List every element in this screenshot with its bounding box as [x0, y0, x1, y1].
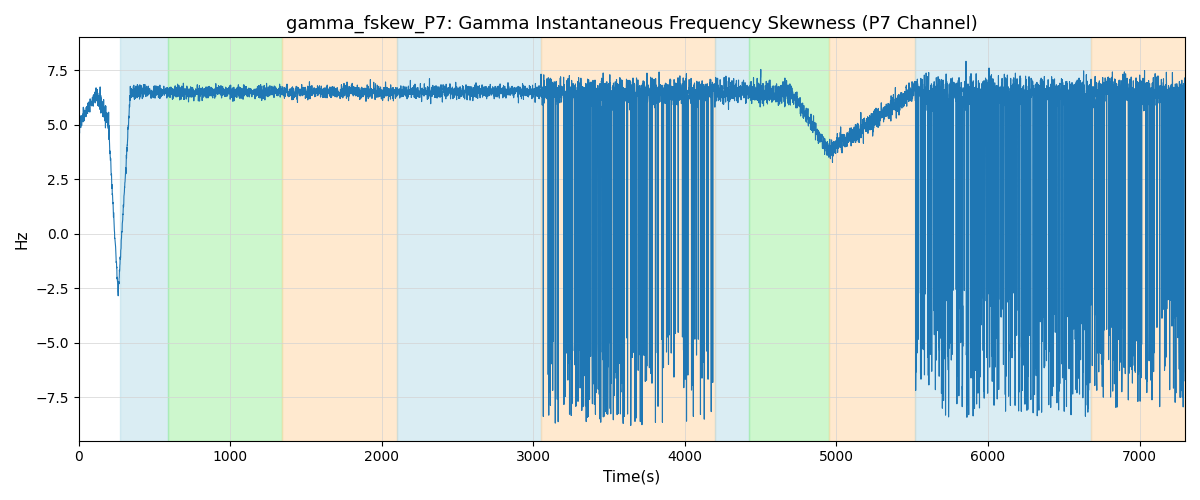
- Bar: [282, 38, 397, 440]
- Bar: [715, 38, 749, 440]
- Bar: [397, 38, 541, 440]
- Bar: [541, 38, 715, 440]
- X-axis label: Time(s): Time(s): [604, 470, 660, 485]
- Bar: [829, 38, 916, 440]
- Y-axis label: Hz: Hz: [14, 230, 30, 249]
- Title: gamma_fskew_P7: Gamma Instantaneous Frequency Skewness (P7 Channel): gamma_fskew_P7: Gamma Instantaneous Freq…: [286, 15, 978, 34]
- Bar: [916, 38, 1091, 440]
- Bar: [1091, 38, 1184, 440]
- Bar: [168, 38, 282, 440]
- Bar: [120, 38, 168, 440]
- Bar: [749, 38, 829, 440]
